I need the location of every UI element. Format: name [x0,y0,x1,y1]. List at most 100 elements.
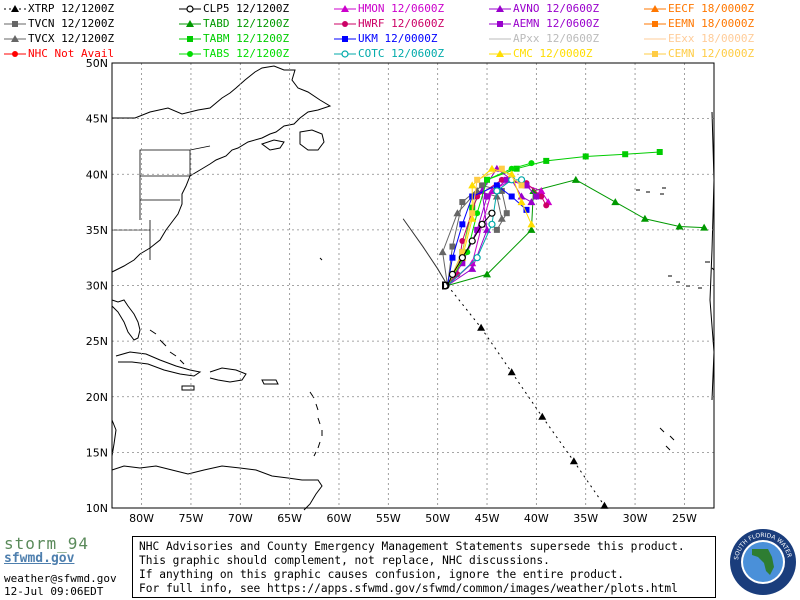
track-point-marker [523,182,530,189]
legend-marker [652,51,658,57]
sfwmd-seal: SOUTH FLORIDA WATER MANAGEMENT DISTRICT [728,527,796,595]
lat-tick-label: 50N [86,57,108,70]
track-point-marker [487,164,496,172]
track-point-marker [488,220,496,228]
track-point-marker [474,210,481,217]
legend-entry-eemn: EEMN 18/0000Z [642,18,800,31]
lon-tick-label: 55W [376,512,401,525]
track-point-marker [438,248,447,256]
legend-label: APxx 12/0600Z [513,32,600,45]
track-point-marker [492,192,501,200]
bahamas [149,329,185,365]
track-point-marker [503,210,510,217]
legend-entry-hwrf: HWRF 12/0600Z [332,18,502,31]
legend-label: TABD 12/1200Z [203,17,290,30]
legend-marker [12,21,18,27]
track-point-marker [493,187,501,195]
lon-tick-label: 65W [277,512,302,525]
legend-entry-aemn: AEMN 12/0600Z [487,18,657,31]
track-aemn [447,176,540,286]
legend-symbol-icon [644,21,666,27]
track-point-marker [469,210,476,217]
jamaica [181,385,195,391]
legend-entry-tabs: TABS 12/1200Z [177,48,347,61]
legend-label: TVCX 12/1200Z [28,32,115,45]
legend-entry-apxx: APxx 12/0600Z [487,33,657,46]
legend-marker [186,20,194,27]
legend-symbol-icon [4,5,26,12]
seal-florida-shape [752,549,774,575]
track-point-marker [569,457,578,465]
hispaniola [209,367,247,383]
track-point-marker [538,193,545,200]
legend-label: AVNO 12/0600Z [513,2,600,15]
legend-symbol-icon [489,50,511,57]
track-point-marker [533,193,540,200]
lat-tick-label: 25N [86,335,108,348]
legend-marker [342,21,348,27]
legend-symbol-icon [179,5,201,13]
legend-label: AEMN 12/0600Z [513,17,600,30]
lat-tick-label: 35N [86,224,108,237]
track-xtrp [447,285,609,509]
track-point-marker [537,186,546,194]
legend-symbol-icon [489,38,511,40]
lon-tick-label: 35W [573,512,598,525]
legend-marker [187,51,193,57]
legend-label: UKM 12/0000Z [358,32,438,45]
bermuda [319,257,323,261]
model-legend: XTRP 12/1200Z CLP5 12/1200Z HMON 12/0600Z A… [0,0,800,62]
lat-tick-label: 10N [86,502,108,515]
track-tabd [447,175,709,286]
legend-symbol-icon [4,21,26,27]
track-point-marker [523,206,530,213]
logo-line1: storm_94 [4,534,90,553]
legend-label: TABS 12/1200Z [203,47,290,60]
legend-marker [11,35,19,42]
track-point-marker [528,160,535,167]
track-point-marker [527,198,536,206]
legend-label: XTRP 12/1200Z [28,2,115,15]
track-point-marker [675,222,684,230]
track-point-marker [464,249,471,256]
track-point-marker [479,182,486,189]
track-point-marker [640,214,649,222]
track-point-marker [517,198,526,206]
legend-marker [496,50,504,57]
legend-symbol-icon [4,51,26,57]
legend-marker [186,5,194,13]
legend-symbol-icon [644,38,666,40]
track-point-marker [700,223,709,231]
track-point-marker [498,187,505,194]
timestamp: 12-Jul 09:06EDT [4,585,104,598]
track-point-marker [529,186,538,194]
puerto-rico [261,379,279,385]
map-frame [111,62,715,509]
track-point-marker [478,220,486,228]
legend-entry-xtrp: XTRP 12/1200Z [2,3,172,16]
lon-tick-label: 40W [524,512,549,525]
track-point-marker [459,238,466,244]
track-point-marker [518,182,525,189]
disclaimer-line: This graphic should complement, not repl… [139,554,550,567]
lon-tick-label: 50W [425,512,450,525]
lon-tick-label: 45W [475,512,500,525]
legend-entry-avno: AVNO 12/0600Z [487,3,657,16]
legend-entry-eexx: EExx 18/0000Z [642,33,800,46]
track-point-marker [459,260,466,267]
lat-tick-label: 30N [86,280,108,293]
legend-label: EECF 18/0000Z [668,2,755,15]
nova-scotia [260,139,285,151]
legend-label: TABM 12/1200Z [203,32,290,45]
disclaimer-line: If anything on this graphic causes confu… [139,568,624,581]
legend-label: COTC 12/0600Z [358,47,445,60]
central-america [111,419,117,457]
disclaimer-box: NHC Advisories and County Emergency Mana… [132,536,716,598]
cape-verde [659,427,675,451]
lat-tick-label: 20N [86,391,108,404]
lat-tick-label: 15N [86,446,108,459]
track-point-marker [517,176,526,184]
lat-tick-label: 45N [86,113,108,126]
legend-marker [187,36,193,42]
